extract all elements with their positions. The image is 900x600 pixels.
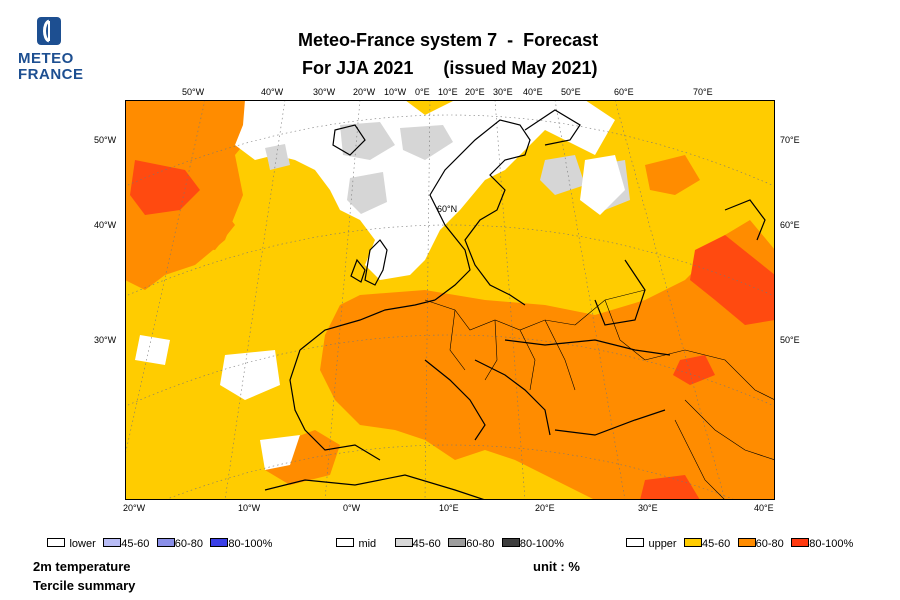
legend-label: lower (69, 538, 96, 550)
legend-label: 45-60 (412, 538, 441, 550)
tick-label: 40°E (754, 503, 774, 513)
tick-label: 10°E (438, 87, 458, 97)
logo-text-line1: METEO (18, 50, 74, 67)
center-latitude-label: 60°N (437, 204, 457, 214)
coastlines (264, 109, 766, 500)
tick-label: 30°E (638, 503, 658, 513)
legend-lower: lower 45-60 60-80 80-100% (47, 534, 272, 552)
tick-label: 20°W (123, 503, 146, 513)
legend-label: 80-100% (809, 538, 854, 550)
meteo-france-logo: METEO FRANCE (14, 14, 86, 86)
tick-label: 30°W (313, 87, 336, 97)
legend-label: 60-80 (755, 538, 784, 550)
summary-label: Tercile summary (33, 578, 136, 593)
chart-subtitle: For JJA 2021 (issued May 2021) (302, 58, 598, 78)
legend-label: mid (358, 538, 377, 550)
graticule (125, 100, 775, 500)
legend-label: 45-60 (121, 538, 150, 550)
tick-label: 30°E (493, 87, 513, 97)
left-tick-label: 30°W (94, 335, 117, 345)
legend-swatch (501, 538, 520, 547)
tick-label: 70°E (693, 87, 713, 97)
tick-label: 50°W (182, 87, 205, 97)
legend-label: 60-80 (174, 538, 203, 550)
tick-label: 0°W (343, 503, 361, 513)
tick-label: 10°E (439, 503, 459, 513)
legend-swatch (156, 538, 175, 547)
legend-upper: upper 45-60 60-80 80-100% (626, 534, 853, 552)
legend-swatch (47, 538, 65, 547)
legend-swatch (626, 538, 644, 547)
left-tick-label: 40°W (94, 220, 117, 230)
left-tick-label: 50°W (94, 135, 117, 145)
tick-label: 40°E (523, 87, 543, 97)
tick-label: 20°E (465, 87, 485, 97)
legend-label: 60-80 (466, 538, 495, 550)
legend-mid: mid 45-60 60-80 80-100% (336, 534, 564, 552)
country-borders (424, 289, 775, 500)
map-frame (125, 100, 775, 500)
legend-swatch (791, 538, 810, 547)
white-areas (135, 100, 625, 470)
tick-label: 50°E (561, 87, 581, 97)
legend-swatch (737, 538, 756, 547)
legend-label: upper (648, 538, 677, 550)
tick-label: 20°E (535, 503, 555, 513)
unit-label: unit : % (533, 559, 580, 574)
tick-label: 60°E (614, 87, 634, 97)
chart-title: Meteo-France system 7 - Forecast (298, 30, 599, 50)
tick-label: 10°W (238, 503, 261, 513)
right-tick-label: 60°E (780, 220, 800, 230)
variable-label: 2m temperature (33, 559, 131, 574)
forecast-map: 60°N (125, 100, 775, 500)
right-tick-label: 70°E (780, 135, 800, 145)
right-tick-label: 50°E (780, 335, 800, 345)
legend-swatch (394, 538, 413, 547)
legend-swatch (336, 538, 354, 547)
legend-swatch (684, 538, 703, 547)
logo-text-line2: FRANCE (18, 66, 84, 83)
legend-swatch (103, 538, 122, 547)
tick-label: 10°W (384, 87, 407, 97)
legend-label: 45-60 (702, 538, 731, 550)
legend-label: 80-100% (519, 538, 564, 550)
legend-swatch (210, 538, 229, 547)
tick-label: 40°W (261, 87, 284, 97)
logo-mark-icon (37, 17, 61, 45)
tick-label: 20°W (353, 87, 376, 97)
legend-swatch (448, 538, 467, 547)
tick-label: 0°E (415, 87, 430, 97)
legend-label: 80-100% (228, 538, 273, 550)
